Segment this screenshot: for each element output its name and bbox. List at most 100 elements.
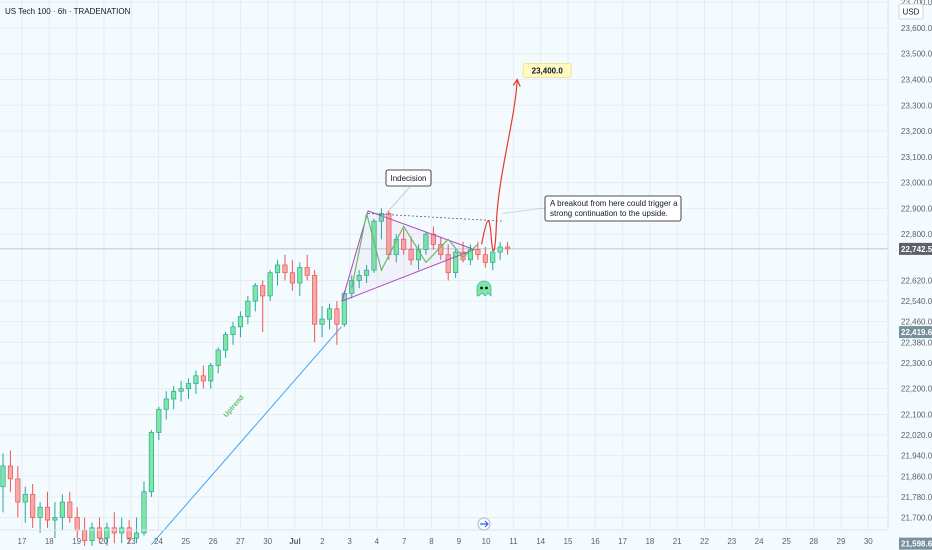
candle-body: [193, 375, 199, 384]
price-tick-label: 22,460.0: [901, 318, 932, 327]
time-tick-label: 25: [181, 537, 190, 546]
time-tick-label: 14: [536, 537, 545, 546]
symbol-title: US Tech 100 · 6h · TRADENATION: [5, 7, 131, 16]
candle-body: [475, 249, 481, 256]
price-tick-label: 23,600.0: [901, 24, 932, 33]
price-tick-label: 22,200.0: [901, 385, 932, 394]
breakout-connector: [502, 207, 546, 214]
candle-body: [282, 264, 288, 274]
price-tick-label: 21,700.0: [901, 514, 932, 523]
target-label: 23,400.0: [532, 66, 564, 75]
candle-body: [163, 398, 169, 410]
candle-body: [156, 408, 162, 433]
currency-button[interactable]: USD: [898, 3, 924, 20]
indecision-label: Indecision: [390, 174, 426, 183]
candle-body: [215, 349, 221, 366]
candle-body: [245, 300, 251, 317]
breakout-text-line1: A breakout from here could trigger a: [550, 199, 678, 208]
candle-body: [453, 251, 459, 274]
candle-body: [74, 517, 80, 531]
candle-body: [393, 238, 399, 256]
candle-body: [297, 267, 303, 284]
candle-body: [408, 249, 414, 261]
target-label-box: [522, 62, 572, 78]
candle-body: [467, 249, 474, 261]
time-tick-label: 7: [402, 537, 407, 546]
price-badge: [899, 326, 932, 339]
candle-body: [171, 390, 177, 400]
time-tick-label: 10: [482, 537, 491, 546]
price-tick-label: 22,800.0: [901, 230, 932, 239]
candle-body: [178, 388, 184, 392]
candle-body: [134, 532, 140, 539]
time-tick-label: 23: [127, 537, 136, 546]
candle-body: [52, 517, 58, 521]
candle-body: [230, 326, 236, 335]
candle-body: [104, 527, 110, 539]
price-axis[interactable]: 23,700.023,600.023,500.023,400.023,300.0…: [887, 0, 932, 550]
price-tick-label: 21,780.0: [901, 493, 932, 502]
time-tick-label: 30: [263, 537, 272, 546]
price-tick-label: 23,000.0: [901, 179, 932, 188]
breakout-text-line2: strong continuation to the upside.: [550, 209, 668, 218]
price-tick-label: 22,380.0: [901, 338, 932, 347]
price-badge: [899, 537, 932, 550]
price-tick-label: 22,300.0: [901, 359, 932, 368]
candle-body: [378, 213, 384, 222]
price-tick-label: 22,020.0: [901, 431, 932, 440]
time-tick-label: 29: [837, 537, 846, 546]
time-axis[interactable]: 17 18 19 20 23 24 25 26 27 30 Jul 2 3 4 7 8 9 10 11 14 15 16 1…: [0, 529, 888, 546]
candle-body: [490, 251, 496, 263]
price-tick-label: 23,100.0: [901, 153, 932, 162]
candle-body: [22, 493, 28, 503]
time-tick-label: 4: [375, 537, 380, 546]
candle-body: [304, 267, 310, 276]
goto-realtime-icon[interactable]: [477, 517, 491, 531]
ghost-eye-right: [485, 286, 488, 290]
indecision-box: [385, 169, 432, 187]
candle-body: [126, 527, 132, 539]
price-tick-label: 23,200.0: [901, 127, 932, 136]
price-tick-label: 23,400.0: [901, 75, 932, 84]
price-badge: [899, 242, 932, 255]
candle-body: [430, 233, 436, 245]
uptrend-line: [151, 326, 342, 545]
time-tick-label: 11: [509, 537, 518, 546]
candle-body: [505, 246, 511, 250]
price-tick-label: 21,860.0: [901, 472, 932, 481]
candle-body: [96, 527, 103, 539]
time-tick-label: 17: [18, 537, 27, 546]
time-tick-label: 22: [700, 537, 709, 546]
ghost-icon: [476, 280, 492, 297]
candle-body: [7, 465, 13, 480]
candle-body: [15, 478, 21, 503]
symmetrical-triangle: [341, 210, 476, 302]
candle-body: [334, 308, 340, 325]
candle-body: [82, 530, 88, 542]
time-tick-label: 9: [457, 537, 462, 546]
time-tick-label: 8: [429, 537, 434, 546]
candle-body: [267, 272, 273, 297]
time-tick-label: 2: [320, 537, 325, 546]
candle-body: [223, 334, 229, 351]
time-tick-label: 15: [564, 537, 573, 546]
candle-body: [252, 285, 258, 302]
candle-body: [312, 274, 318, 325]
candle-body: [0, 465, 6, 487]
time-tick-label: 18: [645, 537, 654, 546]
price-axis-panel: [888, 0, 932, 550]
price-badge-label: 22,742.5: [901, 245, 932, 254]
time-tick-label: 25: [782, 537, 791, 546]
candle-body: [371, 220, 377, 271]
candle-body: [423, 233, 429, 250]
time-tick-label: Jul: [289, 537, 301, 546]
candle-body: [289, 272, 295, 284]
time-tick-label: 19: [72, 537, 81, 546]
candle-body: [445, 254, 451, 274]
grid-lines: [0, 0, 888, 530]
candle-body: [141, 491, 147, 534]
